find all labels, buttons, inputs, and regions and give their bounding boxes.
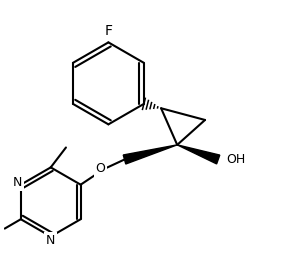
Text: F: F: [104, 24, 113, 38]
Text: OH: OH: [226, 153, 246, 166]
Text: N: N: [46, 234, 55, 247]
Polygon shape: [123, 145, 177, 164]
Polygon shape: [177, 145, 220, 164]
Text: N: N: [12, 176, 22, 189]
Text: O: O: [96, 162, 106, 175]
